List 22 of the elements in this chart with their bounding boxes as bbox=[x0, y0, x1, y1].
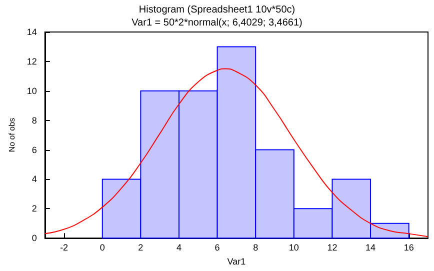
chart-subtitle: Var1 = 50*2*normal(x; 6,4029; 3,4661) bbox=[132, 18, 302, 28]
y-tick-label: 10 bbox=[26, 86, 37, 96]
x-tick-label: 12 bbox=[327, 242, 338, 253]
x-tick-label: 14 bbox=[366, 242, 376, 253]
y-tick-label: 4 bbox=[32, 174, 37, 184]
x-tick-label: -2 bbox=[60, 242, 68, 253]
x-tick-label: 10 bbox=[288, 242, 299, 253]
x-tick-label: 2 bbox=[138, 242, 144, 253]
x-tick-label: 16 bbox=[404, 242, 414, 253]
y-tick-label: 0 bbox=[32, 233, 37, 244]
y-tick-label: 8 bbox=[32, 115, 37, 126]
y-axis-title: No of obs bbox=[8, 118, 16, 152]
x-tick-label: 6 bbox=[214, 242, 220, 253]
x-tick-label: 0 bbox=[100, 242, 105, 253]
chart-title: Histogram (Spreadsheet1 10v*50c) bbox=[138, 4, 296, 16]
y-tick-label: 12 bbox=[26, 56, 37, 66]
x-tick-label: 4 bbox=[176, 242, 182, 253]
x-tick-label: 8 bbox=[253, 242, 258, 253]
x-axis-title: Var1 bbox=[227, 256, 246, 266]
y-tick-label: 6 bbox=[32, 144, 37, 155]
y-tick-label: 2 bbox=[32, 204, 37, 214]
y-tick-label: 14 bbox=[26, 27, 37, 37]
